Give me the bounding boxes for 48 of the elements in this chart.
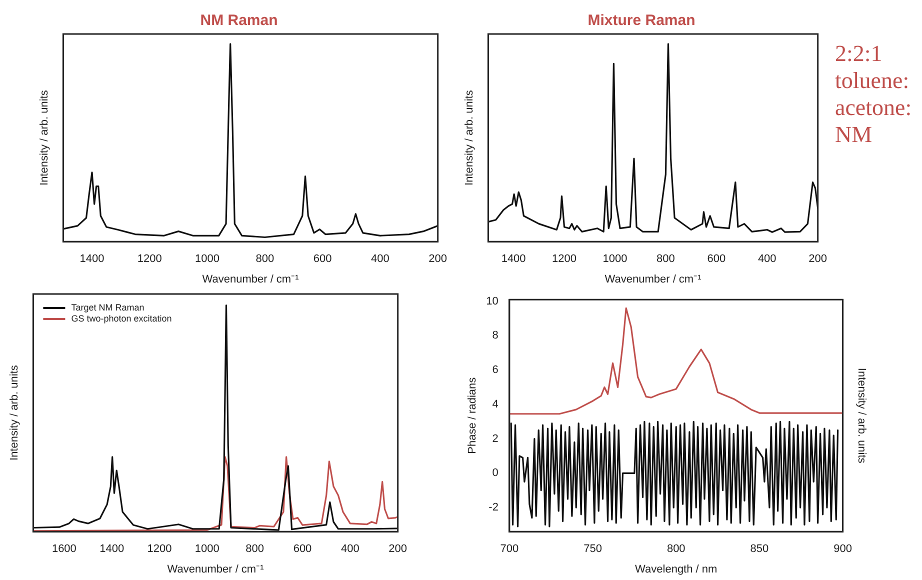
x-tick-label: 1000 (602, 253, 628, 266)
x-tick-label: 800 (666, 543, 686, 556)
x-tick-label: 200 (428, 253, 448, 266)
x-tick-label: 800 (656, 253, 675, 266)
text: 2:2:1 toluene: acetone: NM (835, 40, 913, 148)
x-tick-label: 1400 (501, 253, 526, 266)
x-axis-title: Wavenumber / cm⁻¹ (167, 563, 264, 576)
x-tick-label: 900 (834, 543, 852, 556)
x-tick-label: 200 (388, 543, 408, 556)
x-tick-label: 400 (758, 253, 776, 266)
x-tick-label: 600 (293, 543, 312, 556)
x-axis-title: Wavelength / nm (635, 563, 718, 576)
chart-title: Mixture Raman (588, 12, 696, 30)
x-tick-label: 400 (340, 543, 360, 556)
y-tick-label: 2 (492, 432, 498, 445)
x-tick-label: 850 (750, 543, 769, 556)
legend-label: GS two-photon excitation (71, 313, 172, 324)
x-tick-label: 400 (371, 253, 390, 266)
y2-axis-title: Intensity / arb. units (855, 368, 868, 464)
x-tick-label: 1200 (147, 543, 172, 556)
y-axis-title: Intensity / arb. units (464, 90, 476, 186)
x-tick-label: 800 (246, 543, 264, 556)
y-axis-title: Phase / radians (466, 376, 479, 454)
x-tick-label: 700 (500, 543, 519, 556)
y-axis-title: Intensity / arb. units (38, 90, 51, 186)
legend-label: Target NM Raman (71, 302, 144, 312)
y-tick-label: 8 (492, 330, 498, 342)
y-tick-label: 6 (492, 364, 498, 376)
x-tick-label: 200 (808, 253, 828, 266)
x-tick-label: 1000 (195, 253, 220, 266)
x-tick-label: 1600 (52, 543, 76, 556)
x-axis-title: Wavenumber / cm⁻¹ (202, 273, 300, 286)
x-tick-label: 1200 (137, 253, 162, 266)
x-tick-label: 600 (707, 253, 726, 266)
y-axis-title: Intensity / arb. units (8, 364, 21, 460)
x-tick-label: 600 (313, 253, 332, 266)
x-tick-label: 1400 (100, 543, 124, 556)
x-tick-label: 750 (584, 543, 602, 556)
x-tick-label: 1400 (80, 253, 104, 266)
y-tick-label: 10 (486, 295, 498, 308)
x-tick-label: 1200 (552, 253, 577, 266)
y-tick-label: 4 (492, 398, 498, 410)
x-axis-title: Wavenumber / cm⁻¹ (604, 273, 702, 286)
x-tick-label: 1000 (194, 543, 220, 556)
x-tick-label: 800 (256, 253, 274, 266)
y-tick-label: 0 (492, 467, 498, 480)
y-tick-label: -2 (488, 502, 498, 514)
chart-title: NM Raman (200, 12, 278, 30)
